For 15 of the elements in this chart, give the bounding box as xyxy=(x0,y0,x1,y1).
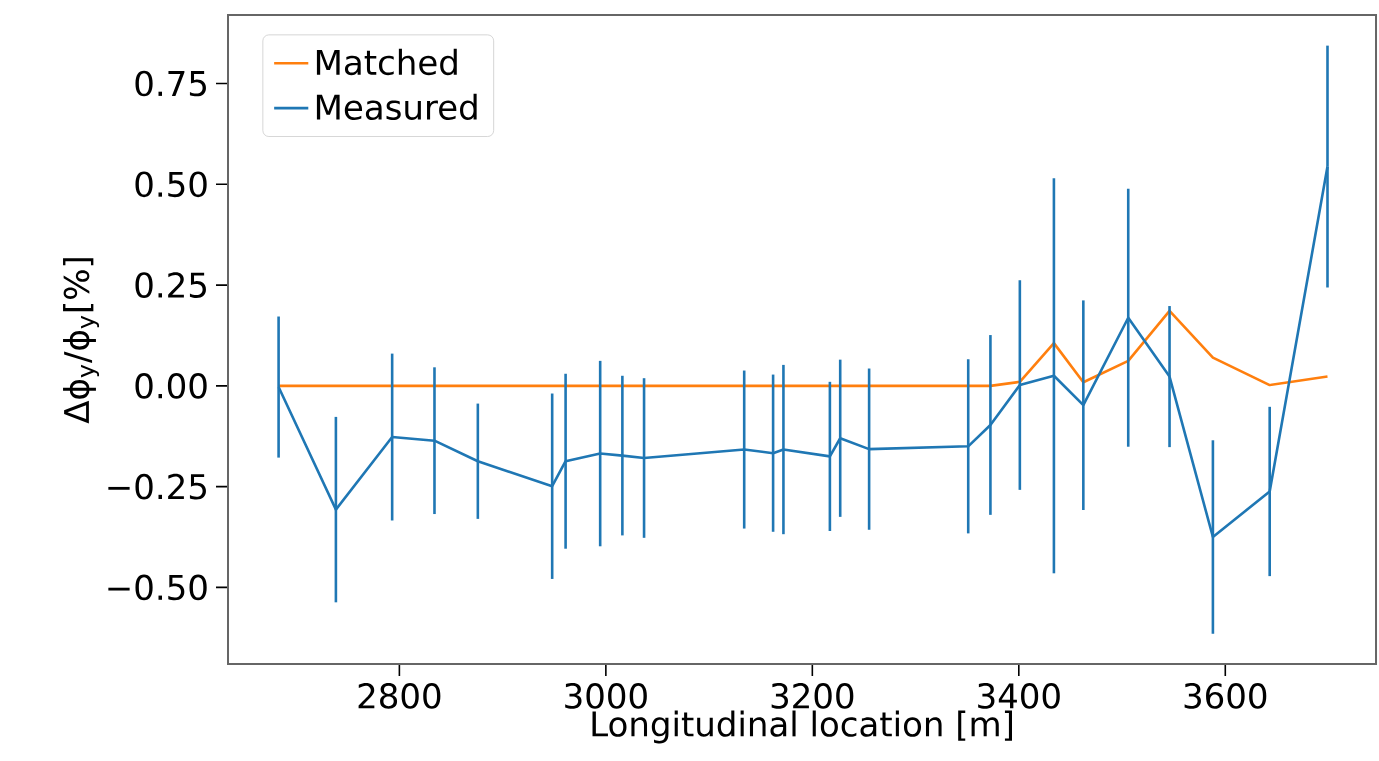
legend-label: Matched xyxy=(316,48,457,76)
x-tick-label: 3200 xyxy=(771,683,854,709)
y-tick-label: 0.50 xyxy=(135,171,207,198)
y-tick-label: −0.50 xyxy=(108,574,207,601)
y-tick-label: 0.25 xyxy=(135,272,206,298)
x-tick-label: 3000 xyxy=(565,683,647,709)
y-axis-title: Δϕ$_{y}$/ϕ$_{y}$[%] xyxy=(63,258,100,424)
x-tick-label: 3400 xyxy=(978,683,1060,709)
legend-label: Measured xyxy=(316,93,477,120)
y-tick-label: −0.25 xyxy=(108,473,206,500)
x-tick-label: 2800 xyxy=(358,683,441,709)
x-tick-label: 3600 xyxy=(1184,683,1267,709)
y-tick-label: 0.75 xyxy=(135,70,206,97)
x-axis-title: Longitudinal location [m] xyxy=(592,710,1012,744)
y-tick-label: 0.00 xyxy=(135,372,207,399)
